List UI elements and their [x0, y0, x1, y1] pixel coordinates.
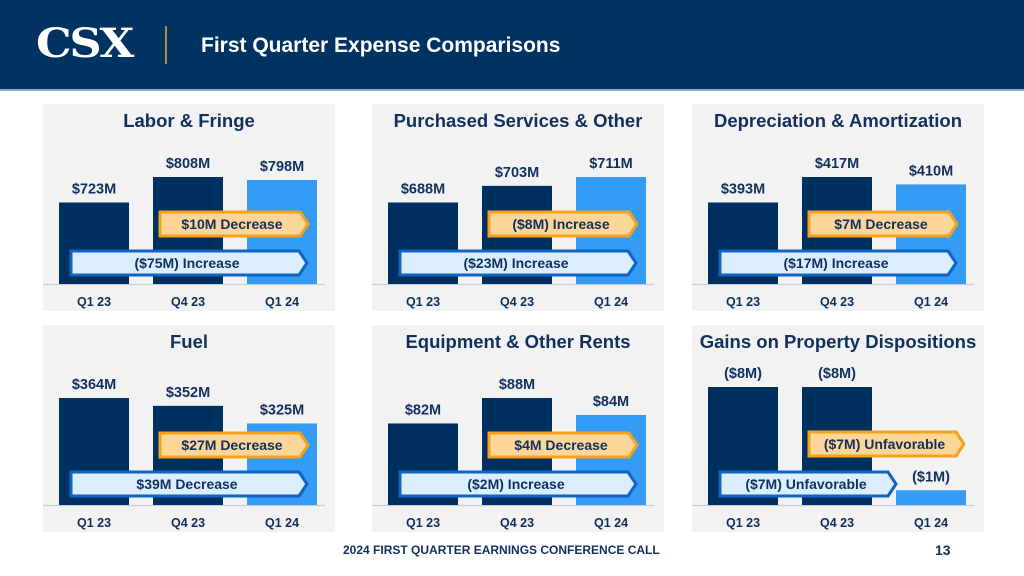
- x-tick-label: Q1 23: [77, 295, 111, 309]
- year-over-year-change-label: ($75M) Increase: [134, 255, 239, 271]
- chart-panel: Equipment & Other Rents $82M Q1 23 $88M Q4 2…: [372, 325, 664, 532]
- chart-panel: Depreciation & Amortization $393M Q1 23 $41…: [692, 104, 984, 311]
- year-over-year-change-label: ($2M) Increase: [467, 476, 564, 492]
- year-over-year-change-arrow: ($17M) Increase: [718, 249, 958, 277]
- sequential-change-arrow: $27M Decrease: [158, 431, 310, 459]
- bar-chart: ($8M) Q1 23 ($8M) Q4 23 ($1M) Q1 24 ($7M) Unfa…: [692, 366, 974, 530]
- data-label: $417M: [815, 156, 859, 172]
- bar-chart: $82M Q1 23 $88M Q4 23 $84M Q1 24 $4M Decrease (…: [372, 377, 654, 530]
- data-label: $325M: [260, 402, 304, 418]
- x-tick-label: Q4 23: [171, 516, 205, 530]
- bar-q1-24: [896, 490, 966, 505]
- data-label: $352M: [166, 385, 210, 401]
- data-label: $688M: [401, 181, 445, 197]
- x-tick-label: Q1 24: [914, 295, 948, 309]
- bar-chart: $393M Q1 23 $417M Q4 23 $410M Q1 24 $7M Decrea…: [692, 156, 974, 309]
- data-label: $703M: [495, 165, 539, 181]
- chart-panel: Purchased Services & Other $688M Q1 23 $703…: [372, 104, 664, 311]
- x-tick-label: Q1 24: [594, 516, 628, 530]
- year-over-year-change-arrow: ($2M) Increase: [398, 470, 638, 498]
- data-label: $711M: [589, 156, 633, 172]
- year-over-year-change-label: ($7M) Unfavorable: [745, 476, 867, 492]
- header-divider: [165, 26, 167, 64]
- data-label: $364M: [72, 377, 116, 393]
- sequential-change-label: $4M Decrease: [514, 437, 608, 453]
- x-tick-label: Q1 23: [77, 516, 111, 530]
- data-label: ($1M): [912, 469, 950, 485]
- year-over-year-change-arrow: ($75M) Increase: [69, 249, 309, 277]
- data-label: ($8M): [724, 366, 762, 382]
- sequential-change-label: $7M Decrease: [834, 216, 928, 232]
- data-label: $84M: [593, 394, 629, 410]
- chart-panel: Gains on Property Dispositions ($8M) Q1 23…: [692, 325, 984, 532]
- year-over-year-change-arrow: ($23M) Increase: [398, 249, 638, 277]
- sequential-change-arrow: ($8M) Increase: [487, 210, 639, 238]
- x-tick-label: Q1 24: [594, 295, 628, 309]
- data-label: $88M: [499, 377, 535, 393]
- year-over-year-change-label: $39M Decrease: [136, 476, 237, 492]
- chart-title: Depreciation & Amortization: [713, 110, 963, 131]
- sequential-change-label: $10M Decrease: [181, 216, 282, 232]
- x-tick-label: Q1 23: [726, 516, 760, 530]
- x-tick-label: Q1 23: [726, 295, 760, 309]
- csx-logo: CSX: [36, 20, 134, 67]
- chart-panel: Fuel $364M Q1 23 $352M Q4 23 $325M Q1 24 $27M D…: [43, 325, 335, 532]
- sequential-change-arrow: $7M Decrease: [807, 210, 959, 238]
- chart-title: Gains on Property Dispositions: [699, 331, 977, 352]
- data-label: $798M: [260, 159, 304, 175]
- sequential-change-label: ($8M) Increase: [512, 216, 609, 232]
- x-tick-label: Q4 23: [171, 295, 205, 309]
- page-title: First Quarter Expense Comparisons: [201, 34, 561, 57]
- chart-title: Labor & Fringe: [123, 110, 255, 131]
- data-label: $393M: [721, 181, 765, 197]
- chart-title: Purchased Services & Other: [393, 110, 643, 131]
- sequential-change-arrow: ($7M) Unfavorable: [807, 430, 966, 458]
- slide-header: CSX First Quarter Expense Comparisons: [0, 0, 1024, 91]
- year-over-year-change-label: ($17M) Increase: [783, 255, 888, 271]
- data-label: $410M: [909, 163, 953, 179]
- sequential-change-arrow: $4M Decrease: [487, 431, 639, 459]
- sequential-change-label: $27M Decrease: [181, 437, 282, 453]
- chart-panel: Labor & Fringe $723M Q1 23 $808M Q4 23 $798M Q…: [43, 104, 335, 311]
- x-tick-label: Q4 23: [500, 295, 534, 309]
- x-tick-label: Q1 23: [406, 516, 440, 530]
- bar-chart: $364M Q1 23 $352M Q4 23 $325M Q1 24 $27M Decre…: [43, 377, 325, 530]
- x-tick-label: Q1 24: [265, 295, 299, 309]
- year-over-year-change-label: ($23M) Increase: [463, 255, 568, 271]
- bar-chart: $688M Q1 23 $703M Q4 23 $711M Q1 24 ($8M) Incr…: [372, 156, 654, 309]
- chart-title: Equipment & Other Rents: [405, 331, 631, 352]
- year-over-year-change-arrow: $39M Decrease: [69, 470, 309, 498]
- x-tick-label: Q4 23: [500, 516, 534, 530]
- x-tick-label: Q4 23: [820, 295, 854, 309]
- year-over-year-change-arrow: ($7M) Unfavorable: [718, 470, 898, 498]
- data-label: $723M: [72, 181, 116, 197]
- x-tick-label: Q4 23: [820, 516, 854, 530]
- x-tick-label: Q1 24: [265, 516, 299, 530]
- sequential-change-label: ($7M) Unfavorable: [824, 436, 946, 452]
- sequential-change-arrow: $10M Decrease: [158, 210, 310, 238]
- data-label: ($8M): [818, 366, 856, 382]
- bar-chart: $723M Q1 23 $808M Q4 23 $798M Q1 24 $10M Decre…: [43, 156, 325, 309]
- data-label: $808M: [166, 156, 210, 172]
- x-tick-label: Q1 24: [914, 516, 948, 530]
- data-label: $82M: [405, 402, 441, 418]
- page-number: 13: [935, 542, 951, 558]
- footer-text: 2024 FIRST QUARTER EARNINGS CONFERENCE C…: [343, 543, 660, 557]
- x-tick-label: Q1 23: [406, 295, 440, 309]
- chart-title: Fuel: [169, 331, 209, 352]
